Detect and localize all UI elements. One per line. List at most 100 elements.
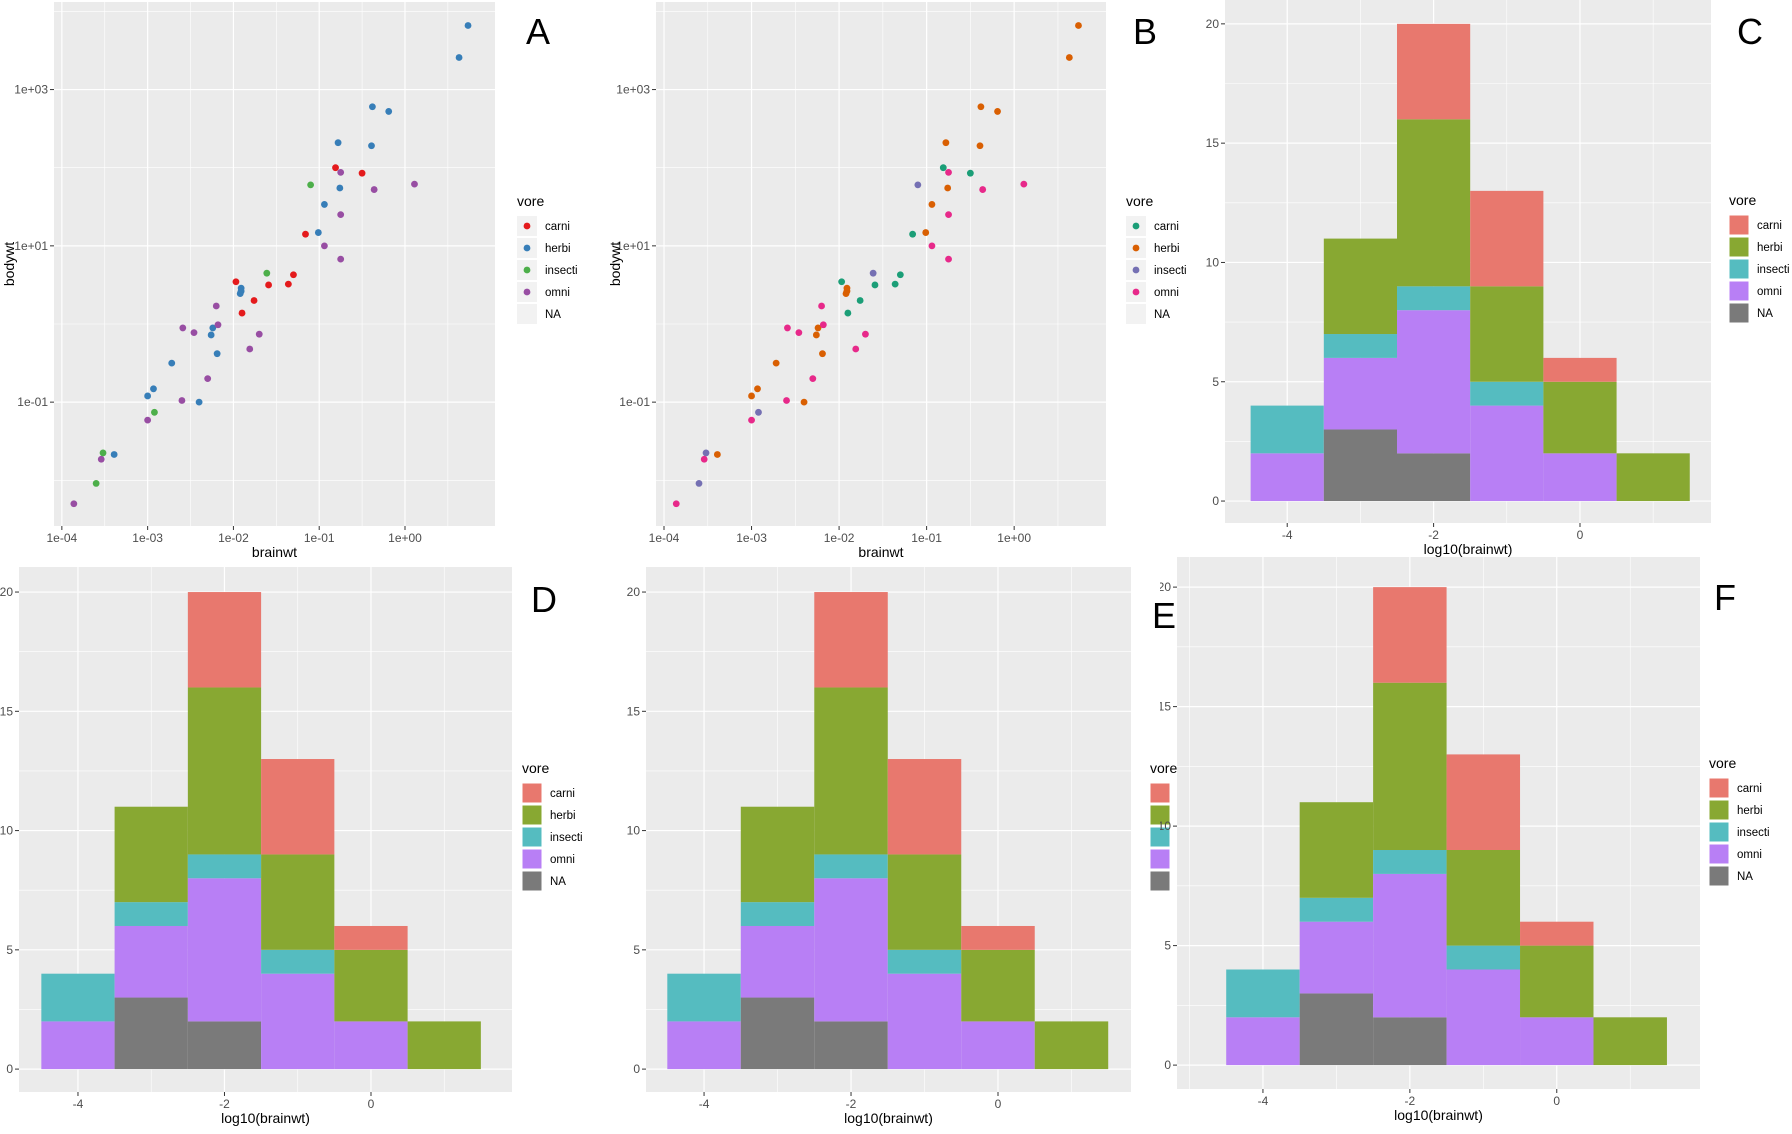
bar-segment-herbi: [1543, 381, 1617, 454]
bar-segment-na: [1373, 1017, 1447, 1066]
bar-segment-herbi: [114, 806, 188, 903]
bar-segment-insecti: [1226, 969, 1300, 1018]
bar-segment-herbi: [1323, 238, 1398, 335]
legend-label: herbi: [1154, 243, 1180, 255]
data-point-herbi: [814, 324, 822, 332]
bar-segment-insecti: [41, 973, 115, 1022]
bar-segment-omni: [114, 925, 188, 998]
data-point-omni: [212, 302, 220, 310]
x-tick-label: 0: [1553, 1094, 1560, 1108]
panel-letter: B: [1133, 11, 1157, 52]
bar-segment-herbi: [740, 806, 815, 903]
data-point-omni: [178, 397, 186, 404]
data-point-herbi: [748, 392, 755, 400]
x-tick-label: 0: [995, 1097, 1002, 1111]
y-tick-label: 0: [1164, 1058, 1171, 1072]
bar-segment-na: [814, 1021, 888, 1070]
y-tick-label: 1e-01: [17, 395, 48, 409]
y-tick-label: 15: [1206, 136, 1220, 150]
legend-label: herbi: [1737, 805, 1763, 817]
bar-segment-carni: [1446, 754, 1521, 851]
panel-letter: D: [531, 579, 557, 620]
legend-label: NA: [1154, 309, 1170, 321]
legend-title: vore: [1126, 193, 1153, 209]
data-point-carni: [238, 309, 246, 317]
legend-label: insecti: [1154, 265, 1187, 277]
bar-segment-insecti: [814, 854, 888, 879]
legend-key-na: [1149, 870, 1171, 892]
bar-segment-carni: [187, 592, 262, 688]
data-point-carni: [302, 230, 309, 238]
data-point-omni: [411, 180, 418, 188]
panel-c: -4 -2 0 0 5 10 15 20 log10(brainwt) vore carni herb…: [1200, 0, 1792, 560]
data-point-herbi: [812, 331, 820, 339]
data-point-insecti: [755, 408, 762, 416]
data-point-carni: [844, 309, 852, 317]
bar-segment-herbi: [961, 949, 1035, 1022]
y-tick-label: 20: [1160, 580, 1171, 594]
bar-segment-insecti: [1299, 897, 1374, 922]
data-point-insecti: [151, 408, 158, 416]
bar-segment-herbi: [261, 854, 335, 950]
bar-segment-insecti: [887, 949, 962, 974]
data-point-herbi: [213, 350, 221, 358]
bar-segment-herbi: [1373, 682, 1447, 851]
bar-segment-herbi: [1593, 1017, 1667, 1066]
legend-key-na: [1728, 302, 1750, 324]
legend-key-herbi: [521, 804, 543, 826]
bar-segment-omni: [1323, 357, 1398, 430]
y-tick-label: 20: [627, 585, 641, 599]
legend-key-na: [1708, 865, 1730, 887]
bar-segment-omni: [1446, 969, 1521, 1066]
x-axis-title: log10(brainwt): [221, 1110, 310, 1126]
data-point-omni: [672, 500, 680, 508]
data-point-insecti: [914, 181, 922, 189]
bar-segment-insecti: [740, 902, 815, 926]
legend-label: carni: [1737, 783, 1762, 795]
data-point-omni: [144, 416, 152, 424]
data-point-herbi: [977, 103, 985, 111]
data-point-omni: [255, 330, 263, 338]
bar-segment-herbi: [187, 687, 262, 855]
y-tick-label: 5: [1212, 375, 1219, 389]
x-tick-label: 0: [1577, 528, 1584, 542]
data-point-insecti: [92, 480, 100, 487]
legend-key-dot-omni: [1132, 288, 1140, 296]
bar-segment-omni: [334, 1021, 408, 1070]
bar-segment-carni: [1543, 357, 1617, 382]
legend-key-dot-carni: [1132, 222, 1140, 230]
legend-key-herbi: [1728, 236, 1750, 258]
x-axis-title: brainwt: [252, 544, 297, 560]
bar-segment-na: [1397, 453, 1471, 502]
legend-label: carni: [1154, 221, 1179, 233]
data-point-herbi: [168, 359, 176, 367]
panel-a: 1e-04 1e-03 1e-02 1e-01 1e+00 1e-01 1e+01 1e+03…: [0, 0, 600, 560]
bar-segment-omni: [740, 925, 815, 998]
legend-key-insecti: [521, 826, 543, 848]
legend-label: NA: [1757, 308, 1773, 320]
legend-title: vore: [1150, 760, 1177, 776]
legend-key: [517, 304, 537, 324]
panel-letter: C: [1737, 11, 1763, 52]
legend-key-omni: [1708, 843, 1730, 865]
legend-key-insecti: [1728, 258, 1750, 280]
bar-segment-omni: [814, 878, 888, 1022]
bar-segment-omni: [1299, 921, 1374, 994]
y-tick-label: 5: [1164, 939, 1171, 953]
legend-label: herbi: [1757, 242, 1783, 254]
x-tick-label: -4: [1282, 528, 1293, 542]
legend-title: vore: [1729, 192, 1756, 208]
data-point-herbi: [944, 184, 952, 192]
data-point-herbi: [314, 229, 322, 236]
bar-segment-omni: [1226, 1017, 1300, 1066]
bar-segment-carni: [1520, 921, 1594, 946]
legend-label: herbi: [550, 810, 576, 822]
data-point-omni: [819, 321, 827, 329]
legend-title: vore: [522, 760, 549, 776]
y-tick-label: 20: [0, 585, 13, 599]
data-point-herbi: [321, 201, 328, 208]
bar-segment-na: [740, 997, 815, 1070]
legend-label: insecti: [550, 832, 583, 844]
panel-b: 1e-04 1e-03 1e-02 1e-01 1e+00 1e-01 1e+01 1e+03…: [606, 0, 1196, 560]
